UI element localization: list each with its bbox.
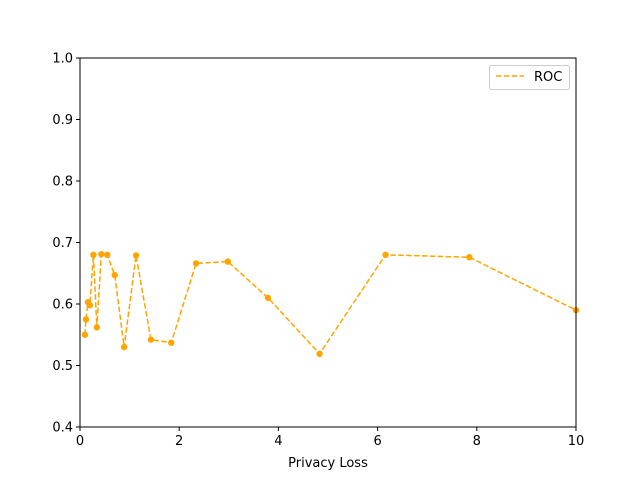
data-point-roc	[120, 343, 128, 351]
x-tick-label: 0	[76, 434, 84, 449]
data-point-roc	[132, 252, 140, 259]
data-point-roc	[82, 316, 90, 323]
x-tick-label: 4	[274, 434, 282, 449]
x-tick-label: 10	[568, 434, 585, 449]
legend: ROC	[489, 65, 570, 90]
plot-area	[80, 58, 576, 427]
y-tick-label: 1.0	[52, 52, 73, 67]
data-point-roc	[316, 350, 323, 358]
y-tick-label: 0.9	[52, 113, 73, 128]
series-layer	[81, 250, 580, 358]
data-point-roc	[224, 258, 232, 265]
data-point-roc	[192, 260, 200, 267]
plot-frame	[79, 57, 577, 428]
data-point-roc	[466, 254, 473, 261]
data-point-roc	[382, 251, 389, 258]
x-tick-label: 2	[175, 434, 183, 449]
data-point-roc	[264, 294, 272, 302]
data-point-roc	[104, 251, 111, 258]
data-point-roc	[93, 324, 101, 331]
y-tick-label: 0.4	[52, 421, 73, 436]
y-tick-label: 0.5	[52, 359, 73, 374]
y-tick-label: 0.7	[52, 236, 73, 251]
data-point-roc	[168, 339, 175, 346]
data-point-roc	[86, 302, 94, 309]
data-point-roc	[147, 336, 155, 343]
x-axis-label: Privacy Loss	[288, 456, 368, 471]
data-point-roc	[98, 250, 105, 258]
x-tick-label: 8	[473, 434, 481, 449]
data-point-roc	[90, 251, 97, 258]
x-axis-ticks: 0 2 4 6 8 10	[76, 427, 584, 449]
x-tick-label: 6	[373, 434, 381, 449]
legend-label-roc: ROC	[534, 70, 562, 85]
y-tick-label: 0.6	[52, 298, 73, 313]
legend-box	[489, 65, 570, 90]
y-tick-label: 0.8	[52, 175, 73, 190]
series-line-roc	[84, 253, 577, 356]
y-axis-ticks: 0.4 0.5 0.6 0.7 0.8 0.9 1.0	[52, 52, 80, 436]
data-point-roc	[111, 271, 118, 279]
data-point-roc	[81, 331, 89, 338]
